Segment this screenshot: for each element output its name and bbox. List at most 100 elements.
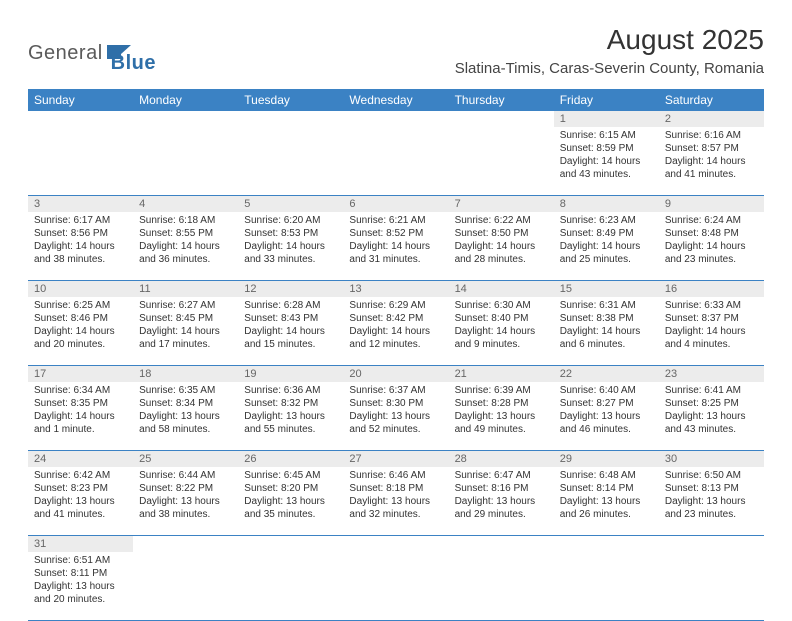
daylight-line: Daylight: 13 hours and 41 minutes.: [34, 495, 127, 521]
calendar: SundayMondayTuesdayWednesdayThursdayFrid…: [28, 89, 764, 621]
sunset-line: Sunset: 8:53 PM: [244, 227, 337, 240]
week-daynum-row: 24252627282930: [28, 451, 764, 467]
daylight-line: Daylight: 14 hours and 33 minutes.: [244, 240, 337, 266]
day-cell: Sunrise: 6:44 AMSunset: 8:22 PMDaylight:…: [133, 467, 238, 535]
daylight-line: Daylight: 14 hours and 12 minutes.: [349, 325, 442, 351]
daylight-line: Daylight: 13 hours and 52 minutes.: [349, 410, 442, 436]
day-cell: Sunrise: 6:42 AMSunset: 8:23 PMDaylight:…: [28, 467, 133, 535]
day-cell: Sunrise: 6:48 AMSunset: 8:14 PMDaylight:…: [554, 467, 659, 535]
day-number: 2: [659, 111, 764, 127]
day-cell: [343, 552, 448, 620]
week-row: Sunrise: 6:15 AMSunset: 8:59 PMDaylight:…: [28, 127, 764, 196]
day-number: [28, 111, 133, 127]
sunrise-line: Sunrise: 6:28 AM: [244, 299, 337, 312]
daylight-line: Daylight: 13 hours and 23 minutes.: [665, 495, 758, 521]
daylight-line: Daylight: 14 hours and 20 minutes.: [34, 325, 127, 351]
dayname-header: Wednesday: [343, 89, 448, 111]
daylight-line: Daylight: 14 hours and 9 minutes.: [455, 325, 548, 351]
daylight-line: Daylight: 14 hours and 38 minutes.: [34, 240, 127, 266]
daylight-line: Daylight: 14 hours and 4 minutes.: [665, 325, 758, 351]
day-cell: [554, 552, 659, 620]
day-cell: Sunrise: 6:33 AMSunset: 8:37 PMDaylight:…: [659, 297, 764, 365]
sunset-line: Sunset: 8:22 PM: [139, 482, 232, 495]
sunrise-line: Sunrise: 6:35 AM: [139, 384, 232, 397]
month-title: August 2025: [455, 24, 764, 56]
logo-text-2: Blue: [111, 52, 156, 74]
sunset-line: Sunset: 8:52 PM: [349, 227, 442, 240]
day-number: 20: [343, 366, 448, 382]
sunset-line: Sunset: 8:14 PM: [560, 482, 653, 495]
sunset-line: Sunset: 8:37 PM: [665, 312, 758, 325]
sunrise-line: Sunrise: 6:39 AM: [455, 384, 548, 397]
day-number: 1: [554, 111, 659, 127]
day-number: 18: [133, 366, 238, 382]
week-row: Sunrise: 6:17 AMSunset: 8:56 PMDaylight:…: [28, 212, 764, 281]
week-daynum-row: 31: [28, 536, 764, 552]
sunset-line: Sunset: 8:27 PM: [560, 397, 653, 410]
sunset-line: Sunset: 8:43 PM: [244, 312, 337, 325]
day-number: 28: [449, 451, 554, 467]
day-cell: Sunrise: 6:18 AMSunset: 8:55 PMDaylight:…: [133, 212, 238, 280]
day-cell: Sunrise: 6:41 AMSunset: 8:25 PMDaylight:…: [659, 382, 764, 450]
day-cell: Sunrise: 6:16 AMSunset: 8:57 PMDaylight:…: [659, 127, 764, 195]
daylight-line: Daylight: 14 hours and 43 minutes.: [560, 155, 653, 181]
dayname-header: Thursday: [449, 89, 554, 111]
daylight-line: Daylight: 13 hours and 46 minutes.: [560, 410, 653, 436]
day-number: 16: [659, 281, 764, 297]
day-number: 25: [133, 451, 238, 467]
sunset-line: Sunset: 8:11 PM: [34, 567, 127, 580]
sunset-line: Sunset: 8:55 PM: [139, 227, 232, 240]
day-number: 3: [28, 196, 133, 212]
day-cell: Sunrise: 6:31 AMSunset: 8:38 PMDaylight:…: [554, 297, 659, 365]
day-number: [133, 536, 238, 552]
day-number: [449, 111, 554, 127]
day-cell: [238, 127, 343, 195]
daylight-line: Daylight: 13 hours and 20 minutes.: [34, 580, 127, 606]
day-cell: Sunrise: 6:22 AMSunset: 8:50 PMDaylight:…: [449, 212, 554, 280]
daylight-line: Daylight: 14 hours and 15 minutes.: [244, 325, 337, 351]
calendar-header-row: SundayMondayTuesdayWednesdayThursdayFrid…: [28, 89, 764, 111]
sunset-line: Sunset: 8:46 PM: [34, 312, 127, 325]
day-number: 23: [659, 366, 764, 382]
daylight-line: Daylight: 13 hours and 35 minutes.: [244, 495, 337, 521]
day-cell: [449, 552, 554, 620]
day-number: [343, 536, 448, 552]
sunset-line: Sunset: 8:38 PM: [560, 312, 653, 325]
day-cell: Sunrise: 6:20 AMSunset: 8:53 PMDaylight:…: [238, 212, 343, 280]
sunrise-line: Sunrise: 6:37 AM: [349, 384, 442, 397]
day-number: 9: [659, 196, 764, 212]
day-number: 13: [343, 281, 448, 297]
daylight-line: Daylight: 14 hours and 25 minutes.: [560, 240, 653, 266]
day-cell: Sunrise: 6:27 AMSunset: 8:45 PMDaylight:…: [133, 297, 238, 365]
week-daynum-row: 17181920212223: [28, 366, 764, 382]
sunset-line: Sunset: 8:35 PM: [34, 397, 127, 410]
day-number: 10: [28, 281, 133, 297]
daylight-line: Daylight: 14 hours and 31 minutes.: [349, 240, 442, 266]
sunrise-line: Sunrise: 6:34 AM: [34, 384, 127, 397]
sunrise-line: Sunrise: 6:23 AM: [560, 214, 653, 227]
day-number: 30: [659, 451, 764, 467]
day-cell: [659, 552, 764, 620]
sunset-line: Sunset: 8:34 PM: [139, 397, 232, 410]
sunset-line: Sunset: 8:59 PM: [560, 142, 653, 155]
location: Slatina-Timis, Caras-Severin County, Rom…: [455, 60, 764, 77]
sunrise-line: Sunrise: 6:17 AM: [34, 214, 127, 227]
daylight-line: Daylight: 14 hours and 6 minutes.: [560, 325, 653, 351]
day-number: 29: [554, 451, 659, 467]
daylight-line: Daylight: 14 hours and 17 minutes.: [139, 325, 232, 351]
sunset-line: Sunset: 8:57 PM: [665, 142, 758, 155]
sunset-line: Sunset: 8:50 PM: [455, 227, 548, 240]
day-cell: Sunrise: 6:47 AMSunset: 8:16 PMDaylight:…: [449, 467, 554, 535]
day-cell: Sunrise: 6:24 AMSunset: 8:48 PMDaylight:…: [659, 212, 764, 280]
daylight-line: Daylight: 14 hours and 36 minutes.: [139, 240, 232, 266]
day-cell: Sunrise: 6:46 AMSunset: 8:18 PMDaylight:…: [343, 467, 448, 535]
sunrise-line: Sunrise: 6:16 AM: [665, 129, 758, 142]
week-daynum-row: 10111213141516: [28, 281, 764, 297]
day-number: 24: [28, 451, 133, 467]
day-number: 14: [449, 281, 554, 297]
day-number: [343, 111, 448, 127]
day-cell: Sunrise: 6:15 AMSunset: 8:59 PMDaylight:…: [554, 127, 659, 195]
day-cell: Sunrise: 6:39 AMSunset: 8:28 PMDaylight:…: [449, 382, 554, 450]
day-number: 27: [343, 451, 448, 467]
day-number: 7: [449, 196, 554, 212]
